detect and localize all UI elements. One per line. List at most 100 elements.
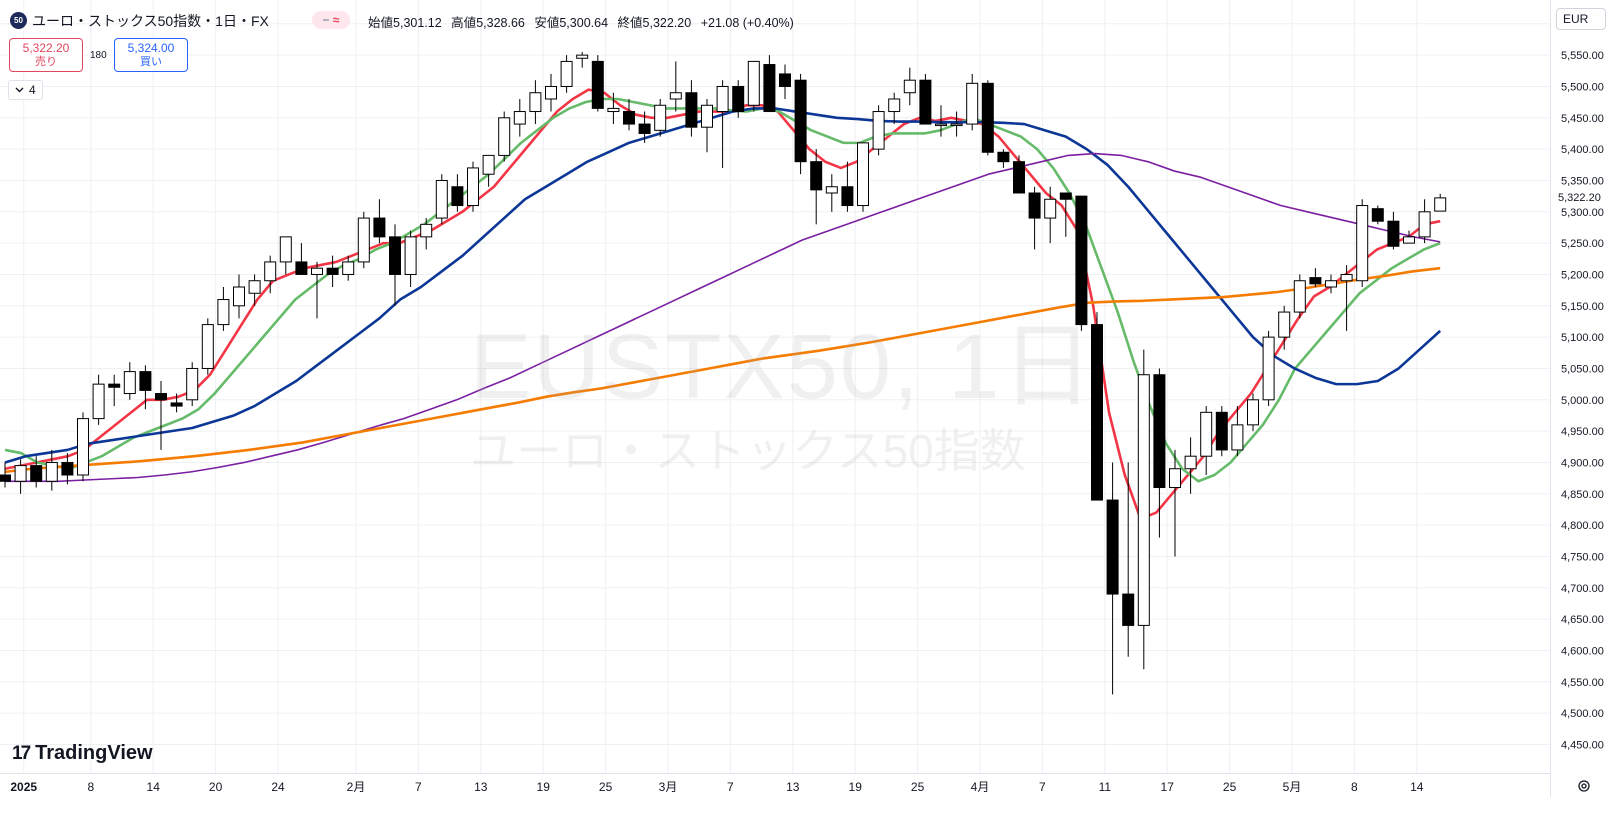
candle-body [1013, 161, 1025, 194]
open-label: 始値 [368, 16, 394, 30]
candle-body [825, 186, 838, 194]
candle-body [1169, 468, 1181, 489]
time-tick-label: 14 [147, 780, 161, 794]
candle-body [1184, 455, 1197, 470]
tradingview-logo[interactable]: 17 TradingView [12, 742, 153, 765]
gear-icon[interactable] [1576, 778, 1592, 794]
price-tick-label: 5,350.00 [1561, 175, 1604, 187]
time-axis[interactable]: 2025 8 14 20 24 2月 7 13 19 25 3月 7 13 19 25 4月 7 11 17 25 5月… [0, 773, 1550, 798]
currency-selector[interactable]: EUR [1556, 8, 1606, 30]
buy-price: 5,324.00 [127, 41, 175, 55]
candle-body [1278, 311, 1291, 338]
time-tick-label: 7 [1039, 780, 1046, 794]
time-tick-label: 24 [271, 780, 285, 794]
sell-button[interactable]: 5,322.20 売り [9, 38, 83, 72]
ma-line-ma-orange [4, 266, 1441, 474]
candle-body [981, 82, 994, 153]
time-tick-label: 11 [1099, 780, 1112, 794]
candle-body [1028, 192, 1041, 219]
candle-body [311, 267, 323, 275]
candle-body [404, 236, 417, 275]
watermark-name: ユーロ・ストックス50指数 [470, 425, 1026, 477]
candle-body [1106, 499, 1119, 595]
buy-button[interactable]: 5,324.00 買い [114, 38, 188, 72]
chart-area[interactable]: EUSTX50, 1日 ユーロ・ストックス50指数 50 ユーロ・ストックス50… [0, 0, 1550, 797]
candle-body [123, 371, 136, 395]
time-tick-label: 14 [1410, 780, 1424, 794]
candle-body [467, 167, 479, 207]
candle-body [217, 299, 230, 326]
symbol-badge[interactable]: 50 [10, 12, 27, 29]
candle-body [638, 123, 651, 134]
price-tick-label: 4,800.00 [1561, 520, 1604, 532]
candle-body [732, 85, 745, 113]
time-tick-label: 2025 [10, 780, 37, 794]
indicators-toggle[interactable]: 4 [8, 80, 43, 100]
watermark-symbol: EUSTX50, 1日 [470, 316, 1096, 418]
candle-body [669, 92, 682, 100]
candle-body [888, 98, 901, 113]
price-chart[interactable] [0, 0, 1550, 797]
time-axis-ticks: 2025 8 14 20 24 2月 7 13 19 25 3月 7 13 19 25 4月 7 11 17 25 5月… [10, 780, 1424, 794]
low-label: 安値 [534, 16, 560, 30]
time-tick-label: 13 [474, 780, 488, 794]
time-tick-label: 8 [87, 780, 94, 794]
candle-body [966, 82, 979, 125]
candle-body [326, 267, 339, 275]
candle-body [1091, 324, 1103, 501]
candle-body [1325, 280, 1337, 288]
price-tick-label: 5,200.00 [1561, 269, 1604, 281]
price-tick-label: 5,550.00 [1561, 50, 1604, 62]
candle-body [264, 261, 277, 282]
candle-body [1434, 197, 1447, 212]
price-tick-label: 5,150.00 [1561, 301, 1604, 313]
candle-body [1418, 211, 1431, 238]
price-tick-label: 5,300.00 [1561, 207, 1604, 219]
candle-body [295, 261, 308, 275]
candle-body [342, 261, 355, 275]
close-value: 5,322.20 [642, 16, 692, 30]
candle-body [1247, 399, 1259, 426]
price-axis[interactable]: 5,600.005,550.005,500.005,450.005,400.00… [1550, 0, 1614, 797]
candle-body [435, 179, 448, 219]
candle-body [92, 383, 105, 420]
candle-body [498, 117, 511, 156]
candle-body [1293, 280, 1306, 313]
data-mode-toggle[interactable]: ≈ [312, 11, 350, 29]
candle-body [108, 383, 121, 388]
candle-body [1262, 336, 1275, 401]
chevron-down-icon [15, 87, 24, 93]
price-tick-label: 5,400.00 [1561, 144, 1604, 156]
candle-body [139, 371, 152, 391]
candle-body [654, 104, 667, 131]
candle-body [701, 104, 713, 128]
time-tick-label: 20 [209, 780, 223, 794]
candle-body [997, 151, 1010, 163]
candle-body [529, 92, 542, 113]
price-tick-label: 5,500.00 [1561, 81, 1604, 93]
candle-body [545, 85, 557, 100]
candle-body [591, 60, 604, 109]
price-tick-label: 5,450.00 [1561, 113, 1604, 125]
price-tick-label: 4,750.00 [1561, 551, 1604, 563]
candle-body [857, 142, 869, 207]
ma-line-ma-purple [5, 152, 1441, 483]
candle-body [451, 186, 464, 207]
candle-body [1231, 424, 1244, 451]
price-tick-label: 4,850.00 [1561, 489, 1604, 501]
spread-value: 180 [90, 50, 107, 61]
price-tick-label: 4,450.00 [1561, 739, 1604, 751]
candle-body [513, 111, 526, 125]
candle-body [935, 123, 947, 127]
last-price-label: 5,322.20 [1558, 191, 1601, 204]
candle-body [607, 107, 620, 113]
candle-body [950, 123, 963, 127]
dash-icon [322, 19, 329, 21]
time-tick-label: 19 [849, 780, 863, 794]
time-tick-label: 25 [1223, 780, 1237, 794]
price-tick-label: 5,000.00 [1561, 395, 1604, 407]
candle-body [1403, 236, 1415, 244]
candle-body [919, 79, 932, 125]
price-tick-label: 4,550.00 [1561, 677, 1604, 689]
chart-title[interactable]: ユーロ・ストックス50指数・1日・FX [32, 13, 269, 29]
